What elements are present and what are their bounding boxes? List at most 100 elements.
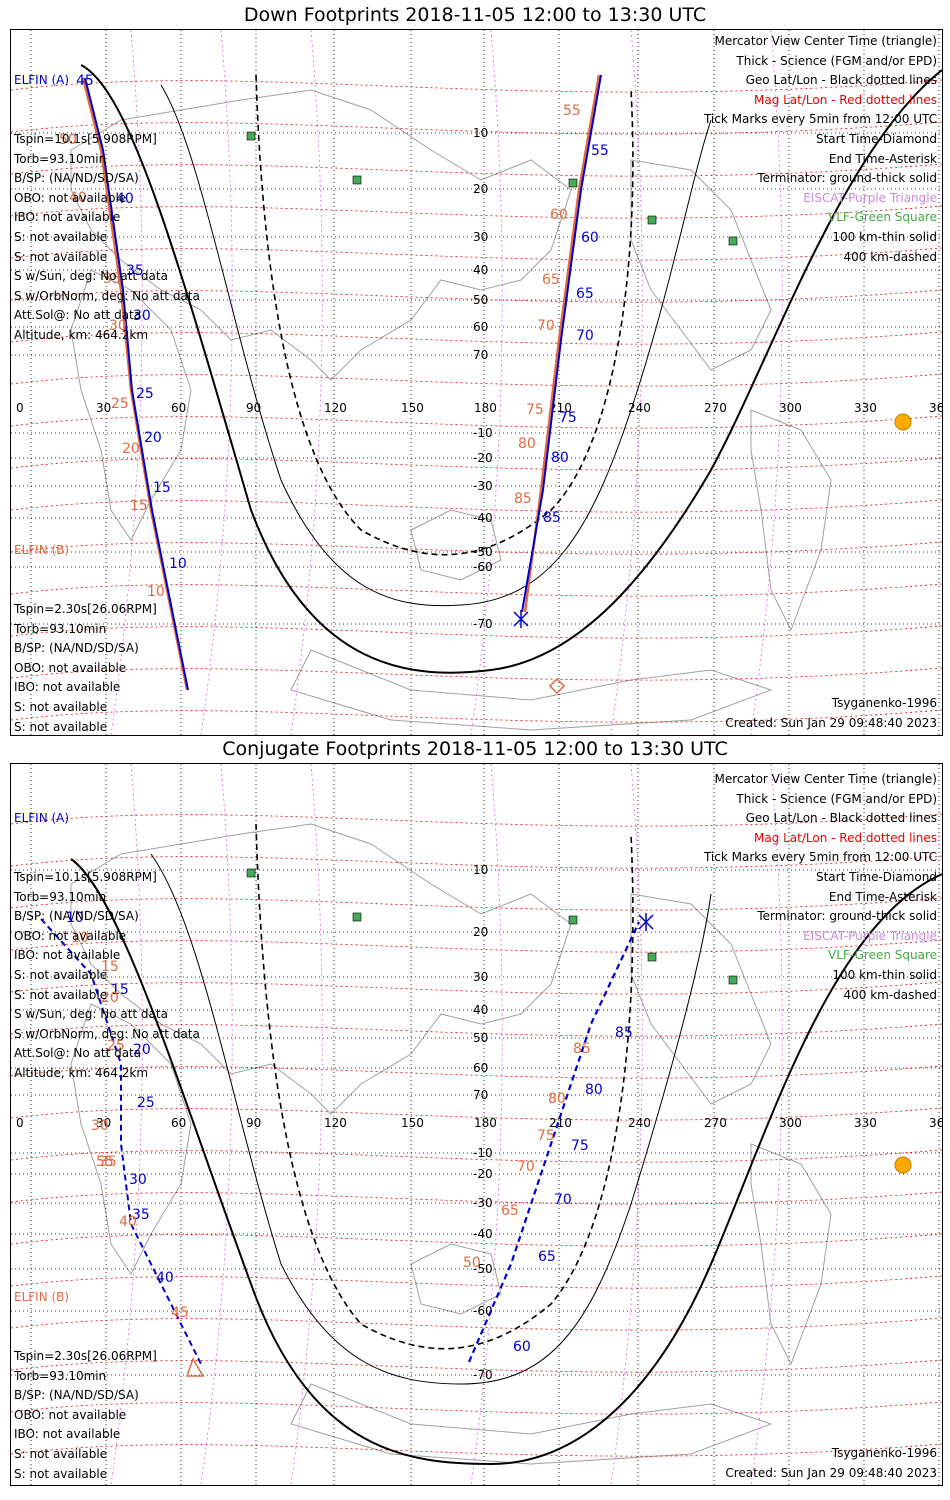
- track-b-time-label: 65: [501, 1203, 519, 1219]
- end-time-asterisk: [513, 610, 529, 628]
- latitude-label: -60: [473, 1304, 493, 1318]
- elfin-a-info-line: Torb=93.10min: [14, 151, 107, 166]
- track-b-time-label: 40: [119, 1214, 137, 1230]
- longitude-label: 360: [929, 1116, 942, 1130]
- geo-grid: [11, 30, 942, 735]
- elfin-a-info-line: Att.Sol@: No att data: [14, 308, 142, 323]
- latitude-label: -50: [473, 545, 493, 559]
- legend-entry: EISCAT-Purple Triangle: [803, 928, 937, 943]
- elfin-b-info-line: B/SP: (NA/ND/SD/SA): [14, 641, 139, 656]
- continent-outline: [290, 1383, 773, 1465]
- latitude-label: -20: [473, 451, 493, 465]
- track-b-time-label: 20: [122, 441, 140, 457]
- longitude-label: 270: [704, 1116, 727, 1130]
- elfin-a-info-line: OBO: not available: [14, 928, 127, 943]
- track-a-time-label: 10: [169, 556, 187, 572]
- vlf-station-square: [647, 215, 657, 225]
- longitude-label: 0: [16, 401, 24, 415]
- view-center-triangle: [185, 1357, 205, 1377]
- track-a-time-label: 30: [129, 1172, 147, 1188]
- sun-disc: [894, 1156, 912, 1174]
- longitude-label: 240: [628, 401, 651, 415]
- legend-entry: Tick Marks every 5min from 12:00 UTC: [703, 112, 937, 127]
- elfin-a-info-line: S w/OrbNorm, deg: No att data: [14, 288, 200, 303]
- latitude-label: -70: [473, 1368, 493, 1382]
- elfin-a-info-line: Tspin=10.1s[5.908RPM]: [14, 869, 157, 884]
- track-b-time-label: 35: [103, 271, 121, 287]
- elfin-a-info-line: Att.Sol@: No att data: [14, 1046, 142, 1061]
- continent-outline: [70, 269, 192, 541]
- longitude-label: 210: [549, 1116, 572, 1130]
- track-a-time-label: 75: [559, 410, 577, 426]
- elfin-a-info-line: B/SP: (NA/ND/SD/SA): [14, 171, 139, 186]
- vlf-station-square: [568, 915, 578, 925]
- legend-entry: 400 km-dashed: [843, 249, 937, 264]
- elfin-a-info-line: S: not available: [14, 229, 108, 244]
- track-b-time-label: 80: [518, 436, 536, 452]
- latitude-label: 30: [473, 230, 488, 244]
- track-a-time-label: 60: [581, 230, 599, 246]
- track-a-time-label: 45: [76, 73, 94, 89]
- legend-entry: EISCAT-Purple Triangle: [803, 190, 937, 205]
- terminator-ground: [70, 858, 942, 1466]
- track-b-time-label: 85: [514, 491, 532, 507]
- track-b-time-label: 70: [537, 318, 555, 334]
- track-a-time-label: 70: [576, 328, 594, 344]
- elfin-a-info: ELFIN (A) Tspin=10.1s[5.908RPM] Torb=93.1…: [14, 770, 200, 1080]
- footprint-map-panel: 70 60 50 40 30 20 10 -10 -20 -30 -40 -50 -60 -70 0 30 60…: [10, 763, 943, 1486]
- track-a-time-label: 25: [136, 386, 154, 402]
- vlf-station-square: [728, 975, 738, 985]
- latitude-label: 10: [473, 126, 488, 140]
- legend: Mercator View Center Time (triangle) Thic…: [704, 32, 937, 267]
- elfin-b-header: ELFIN (B): [14, 1290, 70, 1305]
- elfin-a-info-line: Tspin=10.1s[5.908RPM]: [14, 131, 157, 146]
- elfin-b-info-line: S: not available: [14, 719, 108, 734]
- latitude-label: 50: [473, 1031, 488, 1045]
- track-b-time-label: 75: [526, 402, 544, 418]
- mag-longitude-curve: [610, 30, 643, 735]
- legend: Mercator View Center Time (triangle) Thic…: [704, 770, 937, 1005]
- track-b-time-label: 50: [59, 132, 77, 148]
- model-label: Tsyganenko-1996: [831, 696, 937, 710]
- latitude-label: 70: [473, 348, 488, 362]
- track-a-time-label: 20: [133, 1042, 151, 1058]
- track-a-time-label: 70: [554, 1192, 572, 1208]
- track-a-time-label: 85: [543, 510, 561, 526]
- vlf-station-square: [352, 912, 362, 922]
- track-b-time-label: 40: [69, 190, 87, 206]
- vlf-station-square: [352, 175, 362, 185]
- mag-longitude-curve: [110, 30, 143, 735]
- track-b-time-label: 50: [463, 1255, 481, 1271]
- mag-longitude-curve: [200, 30, 233, 735]
- latitude-label: -10: [473, 426, 493, 440]
- legend-entry: Start Time-Diamond: [815, 869, 937, 884]
- model-label: Tsyganenko-1996: [831, 1446, 937, 1460]
- legend-entry: VLF-Green Square: [828, 210, 937, 225]
- track-elfin-a-east: [467, 921, 640, 1363]
- latitude-label: -10: [473, 1146, 493, 1160]
- latitude-label: -30: [473, 479, 493, 493]
- elfin-a-info-line: S w/Sun, deg: No att data: [14, 269, 168, 284]
- start-time-diamond: [548, 677, 566, 695]
- continent-outline: [750, 409, 832, 632]
- legend-entry: 400 km-dashed: [843, 987, 937, 1002]
- track-a-time-label: 15: [111, 982, 129, 998]
- continent-outlines: [70, 823, 832, 1465]
- latitude-label: 40: [473, 1003, 488, 1017]
- track-b-time-label: 55: [563, 103, 581, 119]
- track-b-time-label: 10: [147, 584, 165, 600]
- mag-longitude-curve: [470, 30, 503, 735]
- elfin-b-info-line: Tspin=2.30s[26.06RPM]: [14, 601, 157, 616]
- elfin-b-info: ELFIN (B) Tspin=2.30s[26.06RPM] Torb=93.1…: [14, 1249, 200, 1480]
- elfin-b-info-line: OBO: not available: [14, 660, 127, 675]
- track-b-time-label: 70: [517, 1159, 535, 1175]
- legend-entry: Mercator View Center Time (triangle): [714, 772, 937, 786]
- sun-icon: [894, 413, 912, 431]
- longitude-label: 30: [96, 401, 111, 415]
- mag-longitude-curve: [110, 764, 143, 1485]
- mag-longitude-curve: [290, 30, 323, 735]
- latitude-label: 60: [473, 320, 488, 334]
- panel-title: Conjugate Footprints 2018-11-05 12:00 to…: [222, 738, 728, 760]
- track-a-time-label: 40: [156, 1270, 174, 1286]
- legend-entry: End Time-Asterisk: [828, 889, 937, 904]
